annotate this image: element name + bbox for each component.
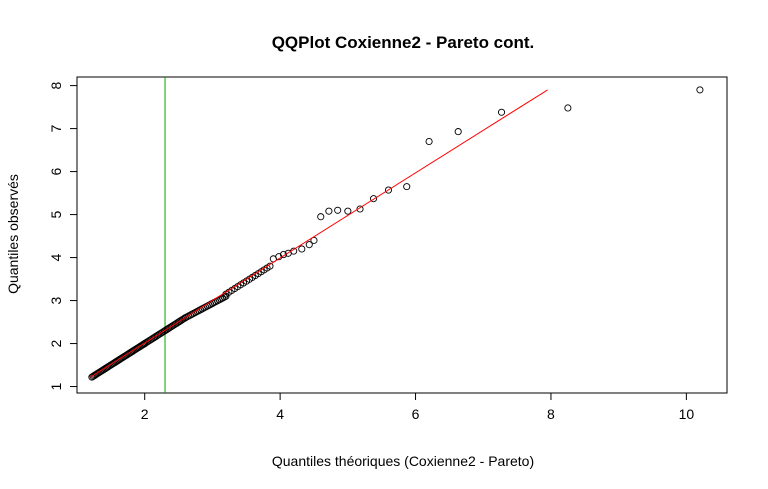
- y-tick-label: 5: [48, 210, 64, 218]
- x-axis: 2 4 6 8 10: [141, 393, 695, 422]
- y-tick-label: 3: [48, 296, 64, 304]
- x-axis-label: Quantiles théoriques (Coxienne2 - Pareto…: [272, 453, 534, 469]
- data-point: [279, 251, 288, 259]
- plot-frame: [76, 76, 728, 394]
- data-point: [356, 205, 364, 213]
- x-tick-label: 10: [679, 406, 695, 422]
- y-tick-label: 4: [48, 253, 64, 261]
- x-tick-label: 6: [412, 406, 420, 422]
- x-tick-label: 8: [547, 406, 555, 422]
- y-tick-label: 1: [48, 382, 64, 390]
- data-point: [334, 206, 342, 214]
- x-tick-label: 4: [276, 406, 284, 422]
- data-point: [305, 241, 313, 249]
- data-point: [344, 207, 352, 215]
- fit-reference-line: [90, 89, 548, 378]
- data-point: [403, 183, 411, 191]
- data-point: [454, 128, 462, 136]
- y-tick-label: 6: [48, 167, 64, 175]
- y-axis: 1 2 3 4 5 6 7 8: [48, 81, 77, 390]
- y-tick-label: 7: [48, 124, 64, 132]
- y-tick-label: 8: [48, 81, 64, 89]
- data-point: [317, 213, 325, 221]
- data-point: [325, 207, 333, 215]
- data-point: [425, 137, 433, 146]
- chart-title: QQPlot Coxienne2 - Pareto cont.: [272, 33, 535, 52]
- data-point: [696, 86, 704, 94]
- data-point: [497, 108, 506, 116]
- y-tick-label: 2: [48, 339, 64, 347]
- x-tick-label: 2: [141, 406, 149, 422]
- data-point: [298, 245, 306, 253]
- data-point: [370, 195, 378, 203]
- y-axis-label: Quantiles observés: [5, 174, 21, 294]
- data-point: [564, 104, 572, 112]
- plot-marks: [88, 77, 704, 393]
- data-point: [384, 186, 393, 194]
